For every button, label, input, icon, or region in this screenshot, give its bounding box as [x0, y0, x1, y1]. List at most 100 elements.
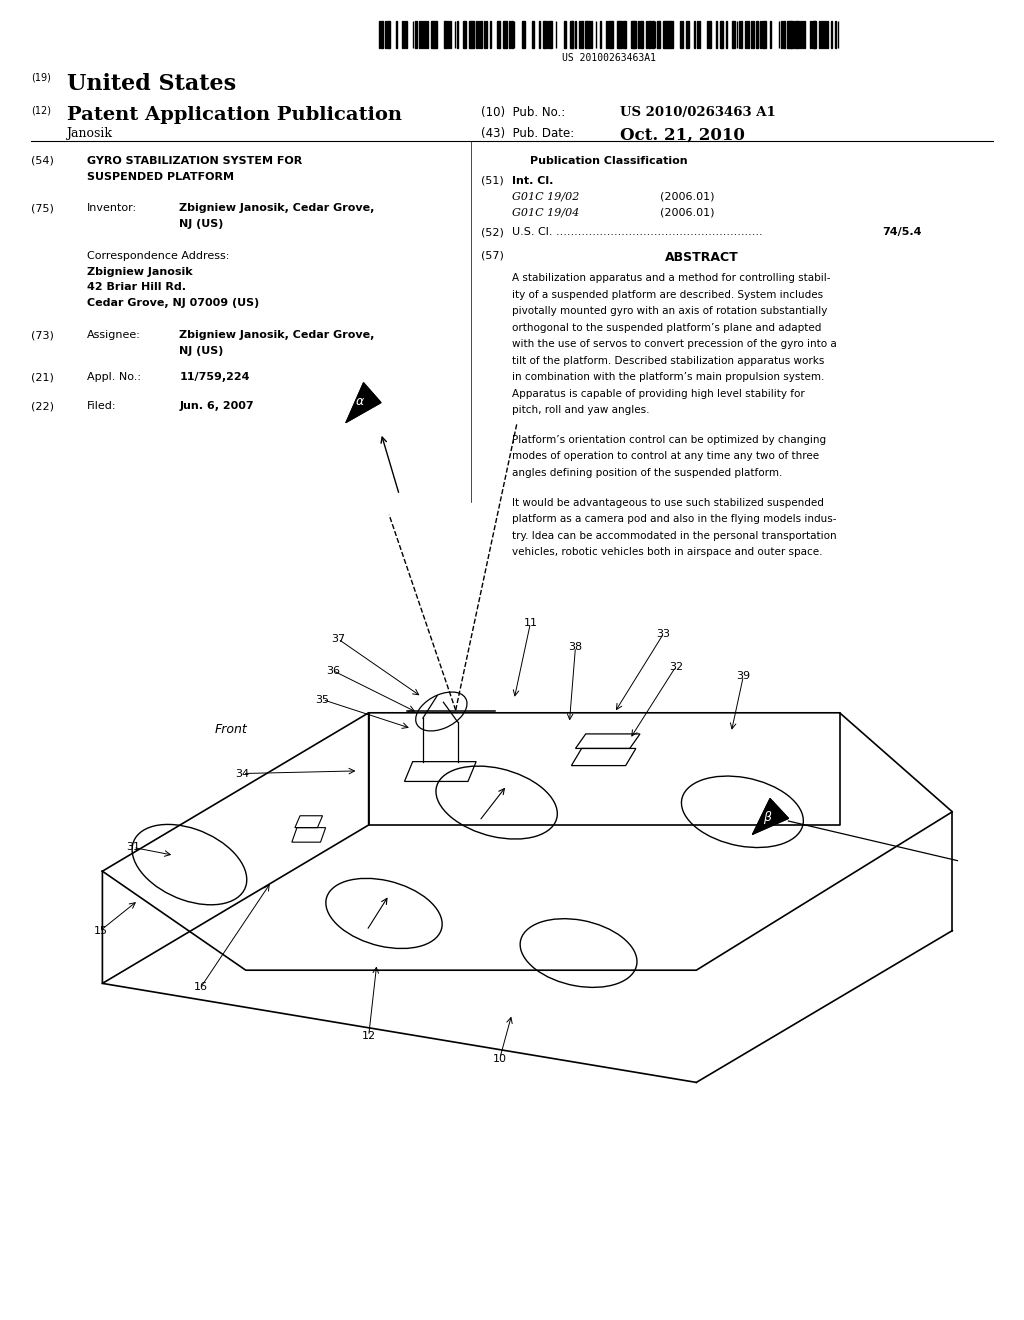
Text: $\beta$: $\beta$	[763, 809, 773, 825]
Text: Publication Classification: Publication Classification	[530, 156, 688, 166]
Text: 38: 38	[568, 642, 583, 652]
Bar	[387, 21, 389, 48]
Bar	[790, 21, 792, 48]
Bar	[623, 21, 625, 48]
Text: Jun. 6, 2007: Jun. 6, 2007	[179, 401, 254, 412]
Text: (21): (21)	[31, 372, 53, 383]
Bar	[532, 21, 535, 48]
Text: try. Idea can be accommodated in the personal transportation: try. Idea can be accommodated in the per…	[512, 531, 837, 541]
Text: Apparatus is capable of providing high level stability for: Apparatus is capable of providing high l…	[512, 388, 805, 399]
Bar	[585, 21, 587, 48]
Bar	[665, 21, 668, 48]
Bar	[608, 21, 610, 48]
Text: Cedar Grove, NJ 07009 (US): Cedar Grove, NJ 07009 (US)	[87, 298, 259, 309]
Text: (57): (57)	[481, 251, 504, 261]
Bar	[435, 21, 437, 48]
Bar	[618, 21, 622, 48]
Bar	[652, 21, 654, 48]
Bar	[748, 21, 749, 48]
Text: (51): (51)	[481, 176, 504, 186]
Bar	[796, 21, 798, 48]
Bar	[720, 21, 722, 48]
Text: Oct. 21, 2010: Oct. 21, 2010	[620, 127, 744, 144]
Text: Janosik: Janosik	[67, 127, 113, 140]
Text: United States: United States	[67, 73, 236, 95]
Bar	[798, 21, 800, 48]
Bar	[670, 21, 671, 48]
Bar	[814, 21, 816, 48]
Bar	[783, 21, 784, 48]
Text: $\alpha$: $\alpha$	[355, 395, 366, 408]
Polygon shape	[753, 799, 788, 834]
Text: 31: 31	[126, 842, 140, 853]
Text: Inventor:: Inventor:	[87, 203, 137, 214]
Bar	[663, 21, 665, 48]
Text: with the use of servos to convert precession of the gyro into a: with the use of servos to convert preces…	[512, 339, 837, 350]
Bar	[656, 21, 659, 48]
Bar	[812, 21, 815, 48]
Text: vehicles, robotic vehicles both in airspace and outer space.: vehicles, robotic vehicles both in airsp…	[512, 546, 822, 557]
Text: G01C 19/02: G01C 19/02	[512, 191, 580, 202]
Text: Front: Front	[215, 723, 248, 737]
Text: Zbigniew Janosik: Zbigniew Janosik	[87, 267, 193, 277]
Text: (75): (75)	[31, 203, 53, 214]
Bar	[634, 21, 636, 48]
Text: 42 Briar Hill Rd.: 42 Briar Hill Rd.	[87, 282, 186, 293]
Text: 37: 37	[331, 634, 345, 644]
Bar	[570, 21, 572, 48]
Text: (2006.01): (2006.01)	[660, 191, 715, 202]
Text: 34: 34	[236, 768, 250, 779]
Bar	[431, 21, 434, 48]
Text: Zbigniew Janosik, Cedar Grove,: Zbigniew Janosik, Cedar Grove,	[179, 203, 375, 214]
Text: 33: 33	[656, 628, 671, 639]
Bar	[574, 21, 577, 48]
Bar	[497, 21, 499, 48]
Text: 12: 12	[361, 1031, 376, 1041]
Text: Correspondence Address:: Correspondence Address:	[87, 251, 229, 261]
Text: pivotally mounted gyro with an axis of rotation substantially: pivotally mounted gyro with an axis of r…	[512, 306, 827, 317]
Bar	[710, 21, 711, 48]
Text: Appl. No.:: Appl. No.:	[87, 372, 141, 383]
Text: 36: 36	[326, 665, 340, 676]
Bar	[672, 21, 673, 48]
Bar	[476, 21, 477, 48]
Bar	[648, 21, 650, 48]
Bar	[764, 21, 766, 48]
Text: 39: 39	[736, 671, 751, 681]
Text: GYRO STABILIZATION SYSTEM FOR: GYRO STABILIZATION SYSTEM FOR	[87, 156, 302, 166]
Bar	[780, 21, 782, 48]
Text: US 20100263463A1: US 20100263463A1	[562, 53, 656, 63]
Bar	[756, 21, 758, 48]
Bar	[549, 21, 551, 48]
Bar	[696, 21, 698, 48]
Bar	[522, 21, 523, 48]
Text: Int. Cl.: Int. Cl.	[512, 176, 553, 186]
Text: Patent Application Publication: Patent Application Publication	[67, 106, 401, 124]
Text: 35: 35	[315, 694, 330, 705]
Bar	[821, 21, 822, 48]
Text: Platform’s orientation control can be optimized by changing: Platform’s orientation control can be op…	[512, 436, 826, 445]
Bar	[478, 21, 479, 48]
Text: modes of operation to control at any time any two of three: modes of operation to control at any tim…	[512, 451, 819, 462]
Text: 16: 16	[194, 982, 208, 993]
Bar	[587, 21, 590, 48]
Bar	[415, 21, 417, 48]
Text: G01C 19/04: G01C 19/04	[512, 207, 580, 218]
Text: 15: 15	[93, 925, 108, 936]
Text: (12): (12)	[31, 106, 51, 116]
Bar	[511, 21, 513, 48]
Bar	[600, 21, 601, 48]
Bar	[457, 21, 459, 48]
Text: ity of a suspended platform are described. System includes: ity of a suspended platform are describe…	[512, 289, 823, 300]
Text: (19): (19)	[31, 73, 50, 83]
Text: 10: 10	[493, 1053, 507, 1064]
Bar	[505, 21, 507, 48]
Text: ABSTRACT: ABSTRACT	[665, 251, 738, 264]
Text: SUSPENDED PLATFORM: SUSPENDED PLATFORM	[87, 172, 234, 182]
Text: (43)  Pub. Date:: (43) Pub. Date:	[481, 127, 574, 140]
Text: (73): (73)	[31, 330, 53, 341]
Text: It would be advantageous to use such stabilized suspended: It would be advantageous to use such sta…	[512, 498, 824, 508]
Text: (52): (52)	[481, 227, 504, 238]
Text: (22): (22)	[31, 401, 53, 412]
Text: 11/759,224: 11/759,224	[179, 372, 250, 383]
